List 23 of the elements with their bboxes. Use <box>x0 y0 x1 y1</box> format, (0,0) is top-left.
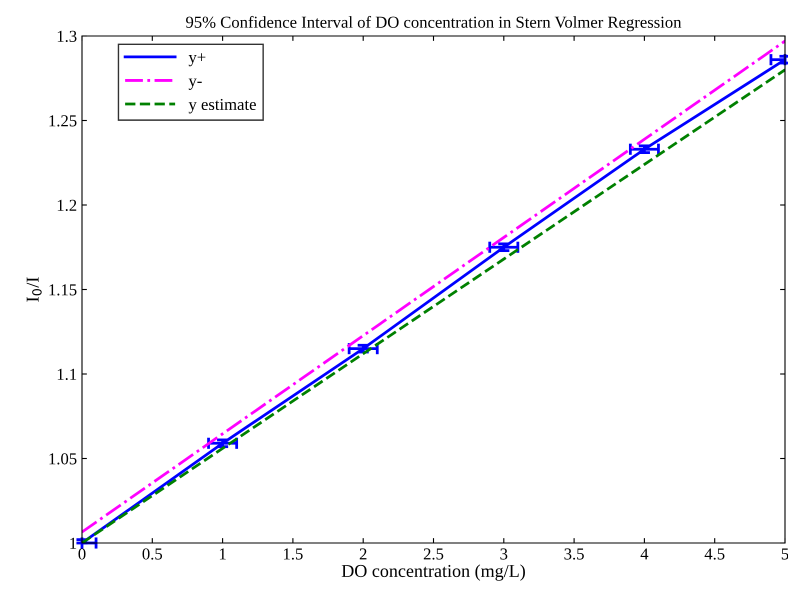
x-axis-title: DO concentration (mg/L) <box>342 564 525 581</box>
x-tick-label: 0.5 <box>142 548 162 560</box>
y-tick-label: 1.15 <box>49 284 76 296</box>
chart-title: 95% Confidence Interval of DO concentration in Stern Volmer Regression <box>186 16 682 32</box>
y-tick-label: 1 <box>70 538 76 549</box>
y-tick-label: 1.1 <box>58 368 76 380</box>
x-tick-label: 0 <box>78 548 86 560</box>
legend-label: y+ <box>188 53 206 66</box>
x-tick-label: 1 <box>220 548 226 560</box>
y-tick-label: 1.2 <box>58 200 76 212</box>
y-tick-label: 1.3 <box>58 30 76 42</box>
x-tick-label: 3.5 <box>564 548 584 560</box>
y-tick-label: 1.05 <box>49 453 76 465</box>
y-axis-title: I$_{0}$/I <box>26 277 42 302</box>
y-tick-label: 1.25 <box>49 115 76 127</box>
legend-label: y estimate <box>188 98 256 114</box>
x-tick-label: 3 <box>500 548 508 560</box>
x-tick-label: 4.5 <box>704 548 724 560</box>
x-tick-label: 2 <box>360 548 366 560</box>
x-tick-label: 2.5 <box>424 548 444 560</box>
x-tick-label: 4 <box>640 548 648 560</box>
legend-label: y- <box>188 78 202 90</box>
x-tick-label: 1.5 <box>284 548 303 560</box>
